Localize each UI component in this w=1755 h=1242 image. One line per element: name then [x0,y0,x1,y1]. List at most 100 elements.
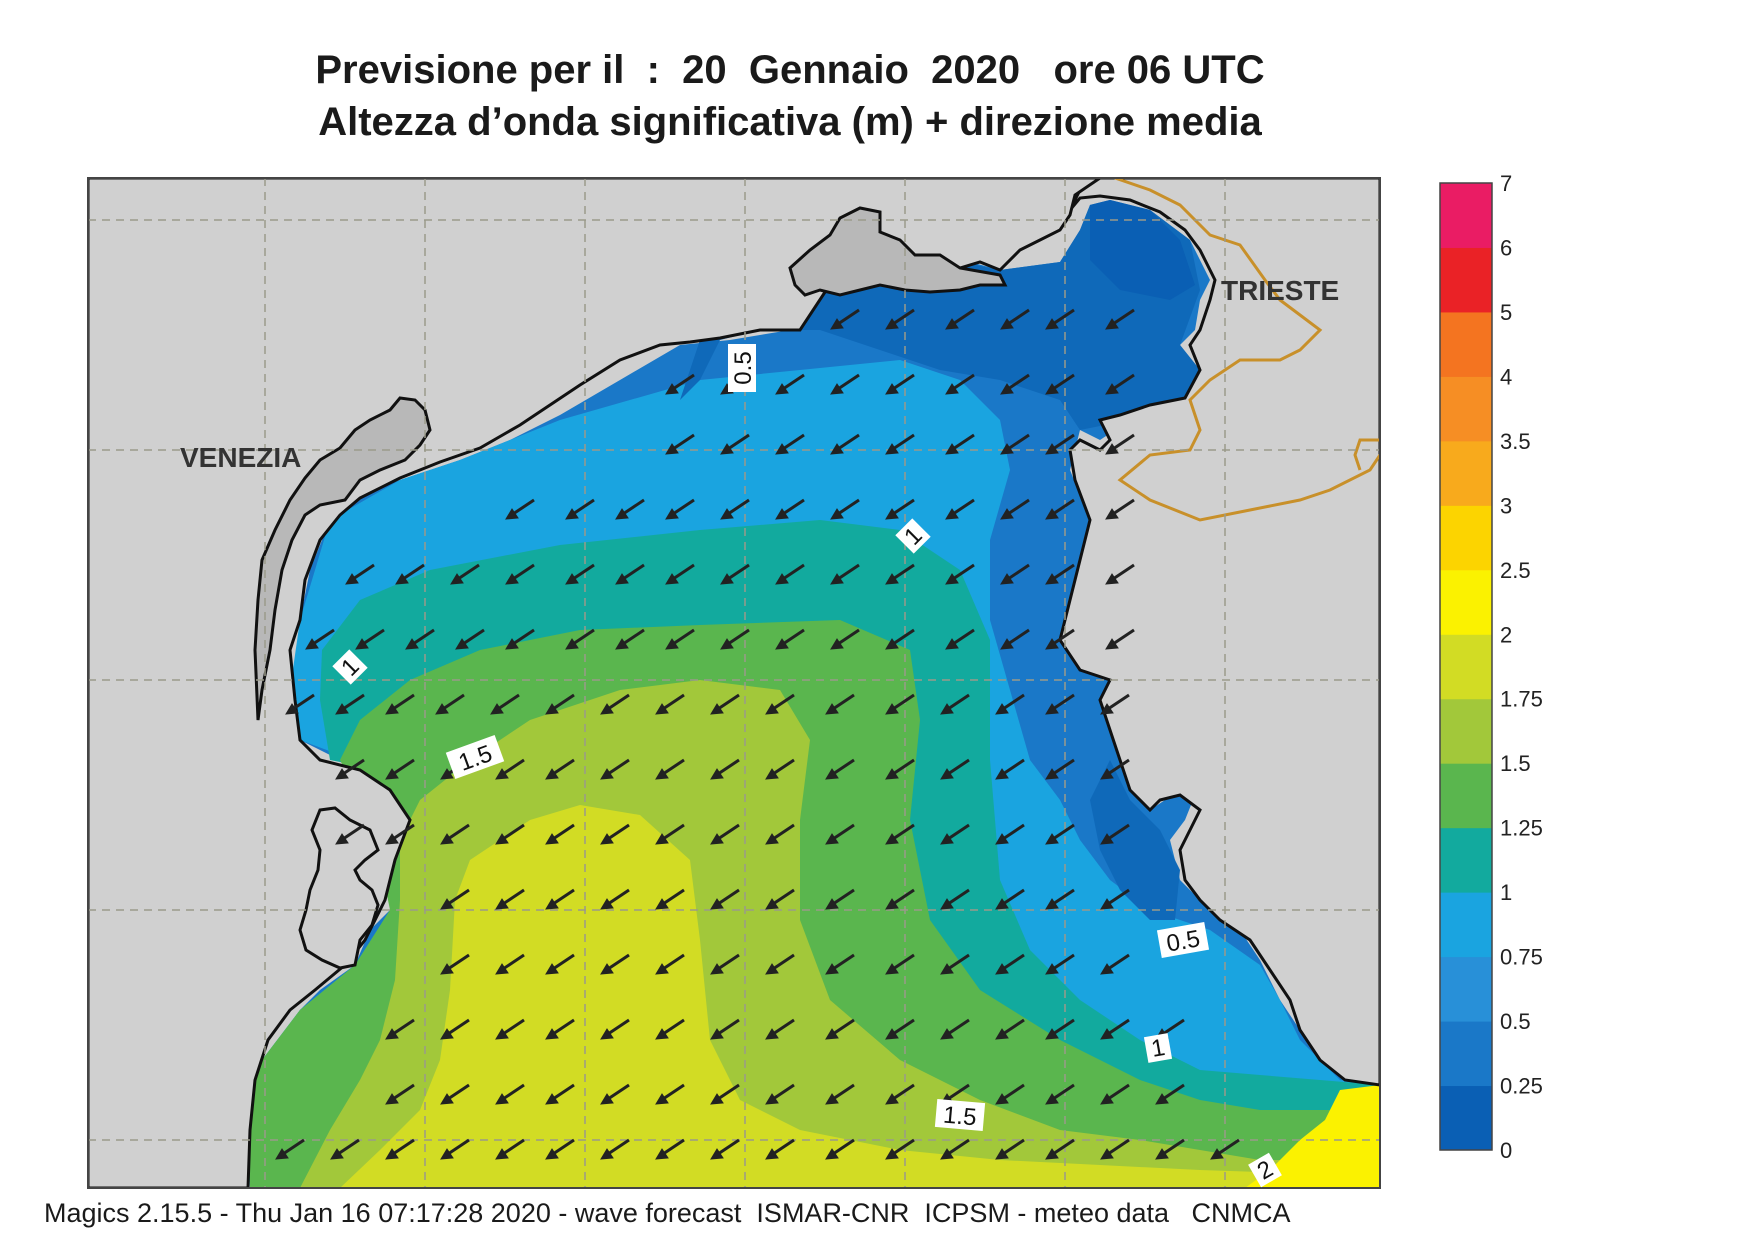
wave-arrow-head [285,703,299,715]
colorbar-swatch [1440,956,1492,1022]
wave-arrow-head [405,638,419,650]
wave-arrow-head [945,443,959,455]
po-delta-lagoon [298,806,380,970]
wave-arrow-head [825,703,839,715]
wave-arrow-head [1000,443,1014,455]
wave-arrow-head [830,443,844,455]
wave-arrow-head [1045,1028,1059,1040]
wave-arrow-head [885,443,899,455]
colorbar-swatch [1440,1021,1492,1087]
wave-arrow-head [885,573,899,585]
wave-arrow-head [305,638,319,650]
wave-arrow-head [275,1148,289,1160]
wave-arrow-head [765,768,779,780]
wave-arrow-head [1045,318,1059,330]
chart-title: Previsione per il : 20 Gennaio 2020 ore … [315,48,1265,92]
wave-arrow-head [495,898,509,910]
wave-arrow-head [825,1148,839,1160]
wave-arrow-head [655,1148,669,1160]
wave-arrow-head [710,768,724,780]
wave-arrow-head [825,898,839,910]
wave-arrow-head [710,1148,724,1160]
colorbar-swatch [1440,440,1492,506]
wave-arrow-head [885,508,899,520]
wave-arrow-head [1155,1148,1169,1160]
wave-arrow-head [710,833,724,845]
wave-arrow-head [1045,443,1059,455]
wave-arrow-head [885,1093,899,1105]
wave-arrow-head [720,508,734,520]
wave-arrow-head [1105,383,1119,395]
wave-arrow-head [1045,833,1059,845]
wave-arrow-head [440,833,454,845]
wave-arrow-head [710,963,724,975]
wave-arrow-head [1000,573,1014,585]
city-label-venezia: VENEZIA [180,442,301,473]
wave-arrow-head [885,833,899,845]
wave-arrow-head [1105,318,1119,330]
wave-arrow-head [885,898,899,910]
map-frame [87,177,1381,1189]
wave-arrow-head [885,963,899,975]
wave-arrow-head [335,768,349,780]
wave-arrow-head [600,963,614,975]
wave-arrow-head [1100,963,1114,975]
colorbar-border [1439,182,1493,1151]
wave-arrow-head [1100,768,1114,780]
wave-arrow-head [775,573,789,585]
wave-arrow-head [1100,833,1114,845]
colorbar-tick-label: 6 [1500,235,1512,260]
wave-arrow-head [995,833,1009,845]
wave-arrow-head [440,1148,454,1160]
colorbar-swatch [1440,569,1492,635]
wave-arrow-head [440,1093,454,1105]
wave-arrow-head [545,768,559,780]
wave-arrow-head [545,1093,559,1105]
contour-label-2-south: 2 [1248,1152,1282,1188]
colorbar-tick-label: 2.5 [1500,558,1531,583]
wave-arrow-head [655,1028,669,1040]
wave-arrow-head [995,768,1009,780]
contour-0-nearshore [1090,200,1195,300]
colorbar-tick-label: 2 [1500,622,1512,647]
wave-arrow-head [765,833,779,845]
graticule [88,178,1380,1188]
chart-subtitle: Altezza d’onda significativa (m) + direz… [318,100,1262,144]
colorbar-tick-label: 0 [1500,1138,1512,1163]
contour-1.75 [340,805,1380,1188]
colorbar-tick-label: 1.25 [1500,816,1543,841]
wave-arrow-head [1045,898,1059,910]
wave-arrow-head [655,768,669,780]
wave-arrow-head [775,638,789,650]
wave-arrow-head [1000,318,1014,330]
wave-arrow-head [440,768,454,780]
wave-arrow-head [1000,508,1014,520]
wave-arrow-head [1155,1093,1169,1105]
colorbar-swatch [1440,247,1492,313]
wave-arrow-head [830,573,844,585]
colorbar-swatch [1440,634,1492,700]
wave-arrow-head [775,383,789,395]
contour-label-0.5-east: 0.5 [1156,922,1210,958]
colorbar-tick-label: 3 [1500,493,1512,518]
wave-arrow-head [495,1148,509,1160]
wave-arrow-head [545,1028,559,1040]
wave-arrow-head [765,703,779,715]
wave-arrow-head [885,768,899,780]
wave-arrow-head [825,833,839,845]
colorbar-swatch [1440,183,1492,248]
wave-arrow-head [665,383,679,395]
wave-arrow-head [710,1028,724,1040]
wave-arrow-head [330,1148,344,1160]
wave-arrow-head [940,1148,954,1160]
colorbar-swatch [1440,827,1492,893]
wave-arrow-head [710,1093,724,1105]
wave-arrow-head [1105,508,1119,520]
contour-label-text: 1.5 [942,1102,978,1132]
wave-arrow-head [720,573,734,585]
wave-arrow-head [600,1028,614,1040]
wave-arrow-head [830,638,844,650]
wave-arrow-head [545,833,559,845]
wave-arrow-head [1045,768,1059,780]
